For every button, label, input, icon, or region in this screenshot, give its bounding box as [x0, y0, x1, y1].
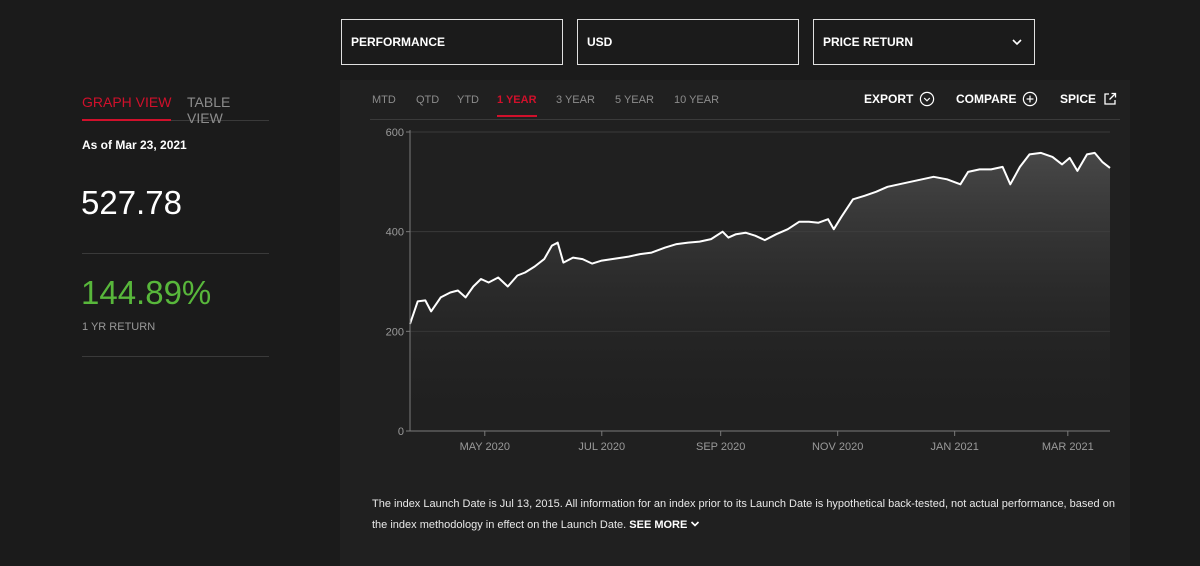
spice-label: SPICE	[1060, 92, 1097, 106]
return-value: 144.89%	[81, 274, 212, 311]
y-tick-label: 200	[386, 326, 404, 338]
return-label: 1 YR RETURN	[82, 321, 156, 333]
tab-divider	[370, 119, 1120, 120]
series-line	[409, 151, 1111, 325]
chart-area	[410, 152, 1110, 431]
external-link-icon	[1104, 92, 1117, 105]
y-tick-label: 0	[398, 426, 404, 438]
x-tick-label: NOV 2020	[812, 441, 863, 453]
tab-10-year[interactable]: 10 YEAR	[674, 94, 720, 106]
export-button[interactable]: EXPORT	[864, 90, 935, 108]
return-type-select-value: PRICE RETURN	[823, 35, 914, 49]
divider	[82, 253, 269, 254]
currency-select-value: USD	[587, 35, 613, 49]
compare-button[interactable]: COMPARE	[956, 90, 1038, 108]
x-tick-label: JAN 2021	[931, 441, 979, 453]
metric-select-value: PERFORMANCE	[351, 35, 446, 49]
as-of-date: As of Mar 23, 2021	[82, 138, 187, 152]
tab-table-view[interactable]: TABLE VIEW	[187, 94, 231, 126]
performance-chart: 0 200 400 600 MAY 2020 JUL 2020 SEP 2020 NOV 20…	[386, 127, 1111, 453]
see-more-link[interactable]: SEE MORE	[629, 519, 700, 531]
currency-select[interactable]: USD	[577, 19, 799, 65]
x-tick-label: MAR 2021	[1042, 441, 1094, 453]
divider	[82, 356, 269, 357]
spice-link[interactable]: SPICE	[1060, 90, 1118, 108]
index-value: 527.78	[81, 184, 182, 221]
x-tick-label: SEP 2020	[696, 441, 745, 453]
metric-select[interactable]: PERFORMANCE	[341, 19, 563, 65]
y-tick-label: 600	[386, 127, 404, 139]
view-tabs: GRAPH VIEW TABLE VIEW	[82, 92, 269, 126]
plus-circle-icon	[1023, 91, 1038, 107]
compare-label: COMPARE	[956, 92, 1017, 106]
tab-qtd[interactable]: QTD	[416, 94, 440, 106]
return-type-select[interactable]: PRICE RETURN	[813, 19, 1035, 65]
tab-ytd[interactable]: YTD	[457, 94, 479, 106]
chevron-circle-icon	[920, 91, 935, 107]
x-tick-label: MAY 2020	[460, 441, 510, 453]
disclaimer-footnote: The index Launch Date is Jul 13, 2015. A…	[372, 494, 1117, 536]
export-label: EXPORT	[864, 92, 914, 106]
see-more-label: SEE MORE	[629, 519, 688, 531]
tab-1-year[interactable]: 1 YEAR	[497, 94, 537, 117]
tab-5-year[interactable]: 5 YEAR	[615, 94, 654, 106]
tab-mtd[interactable]: MTD	[372, 94, 396, 106]
footnote-text: The index Launch Date is Jul 13, 2015. A…	[372, 498, 1115, 531]
chevron-down-icon	[691, 521, 700, 527]
y-tick-label: 400	[386, 227, 404, 239]
tab-3-year[interactable]: 3 YEAR	[556, 94, 595, 106]
chevron-down-icon	[1012, 39, 1022, 46]
tab-graph-view[interactable]: GRAPH VIEW	[82, 94, 172, 121]
x-tick-label: JUL 2020	[578, 441, 625, 453]
